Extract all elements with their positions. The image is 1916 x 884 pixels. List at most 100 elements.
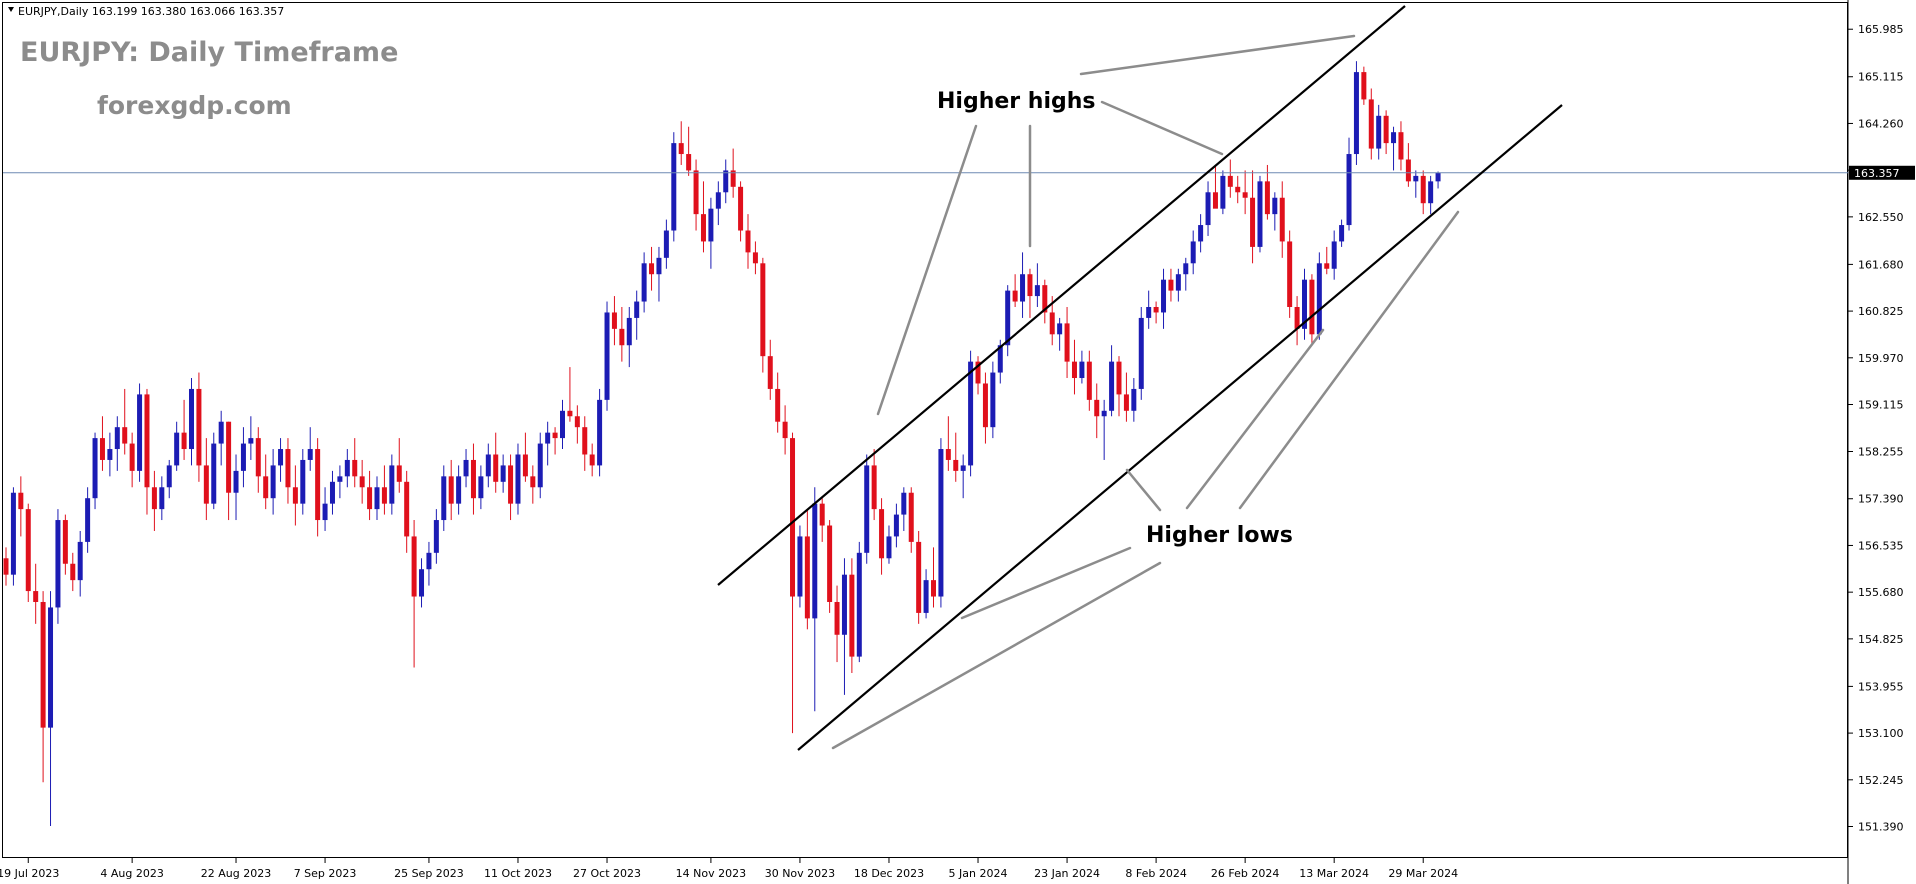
annotation-pointers	[831, 34, 1460, 750]
candle	[567, 367, 573, 422]
candle-body	[864, 465, 870, 553]
candle	[634, 290, 640, 340]
price-tick-label: 154.825	[1858, 633, 1904, 646]
candle-body	[1153, 306, 1159, 313]
candle	[367, 470, 373, 521]
price-tick-label: 159.970	[1858, 352, 1904, 365]
candle	[1391, 126, 1397, 171]
candle	[686, 126, 692, 176]
candle	[1109, 345, 1115, 417]
candle	[841, 558, 847, 695]
candle-body	[137, 394, 143, 471]
candle	[144, 388, 150, 515]
candle	[374, 476, 380, 521]
candle-body	[352, 459, 358, 477]
candle-body	[337, 476, 343, 482]
time-tick-label: 7 Sep 2023	[294, 867, 357, 880]
candle	[1161, 268, 1167, 329]
candle	[233, 454, 239, 521]
candle-body	[255, 438, 261, 477]
candle-body	[226, 421, 232, 493]
candle-body	[901, 492, 907, 515]
candle	[975, 356, 981, 395]
candle-body	[426, 552, 432, 570]
annotation-higher-highs: Higher highs	[937, 89, 1096, 114]
current-price-tag	[1849, 165, 1915, 180]
candle-body	[923, 580, 929, 613]
symbol-menu-triangle-icon[interactable]	[8, 7, 14, 12]
candle-body	[1131, 388, 1137, 411]
candle	[278, 438, 284, 482]
candle-body	[1012, 290, 1018, 302]
candle-body	[508, 465, 514, 504]
candle	[226, 421, 232, 521]
candle-body	[567, 410, 573, 417]
candle	[1398, 121, 1404, 171]
candle	[456, 465, 462, 515]
candle-body	[1413, 175, 1419, 182]
candle-body	[1198, 225, 1204, 242]
candle-body	[389, 465, 395, 504]
candle-body	[1272, 197, 1278, 215]
candle-body	[203, 465, 209, 504]
candle	[151, 470, 157, 531]
candle-body	[166, 465, 172, 488]
symbol-header: EURJPY,Daily 163.199 163.380 163.066 163…	[18, 5, 284, 18]
candle	[1123, 372, 1129, 422]
candle-body	[1435, 172, 1441, 182]
candle-body	[448, 476, 454, 504]
candle	[248, 416, 254, 460]
candle-body	[500, 465, 506, 482]
candle	[656, 246, 662, 302]
candle-body	[968, 361, 974, 466]
candle	[1079, 350, 1085, 384]
candle	[1302, 268, 1307, 340]
candle	[344, 449, 350, 488]
candle	[1435, 171, 1441, 189]
candle-body	[189, 388, 194, 450]
candle	[1324, 246, 1330, 275]
candle	[515, 443, 521, 515]
candle	[426, 541, 432, 586]
candle-body	[634, 301, 640, 318]
candle-body	[574, 416, 580, 428]
candle-body	[463, 459, 469, 477]
candle-body	[1220, 175, 1226, 209]
candle	[1294, 296, 1300, 346]
pointer-higher-lows-5	[831, 561, 1162, 750]
candle-body	[945, 449, 951, 460]
pointer-higher-highs-4	[876, 124, 978, 416]
time-tick-label: 5 Jan 2024	[949, 867, 1008, 880]
candle-body	[975, 361, 981, 384]
candle-body	[723, 170, 729, 193]
candle	[1287, 230, 1293, 318]
candle	[359, 459, 365, 504]
candle	[1257, 175, 1263, 253]
candle	[33, 563, 39, 624]
candle-body	[1109, 361, 1115, 411]
candle-body	[159, 487, 165, 510]
candle-body	[1071, 361, 1077, 379]
candle-body	[700, 214, 706, 242]
candle-body	[441, 476, 447, 521]
candle-body	[886, 536, 892, 559]
candle	[1175, 268, 1181, 302]
candle-body	[537, 443, 543, 488]
candle	[122, 388, 128, 455]
candle-body	[834, 601, 840, 635]
candle-body	[1057, 323, 1063, 335]
candle-body	[649, 263, 655, 275]
candle	[40, 591, 46, 783]
candle-body	[1302, 279, 1307, 329]
candle-body	[367, 487, 373, 510]
price-tick-label: 155.680	[1858, 586, 1904, 599]
candle	[1220, 170, 1226, 215]
candle-body	[300, 459, 306, 504]
candle-body	[396, 465, 402, 482]
candle	[827, 520, 833, 613]
candle-body	[485, 454, 491, 477]
candle-body	[433, 520, 439, 553]
time-tick-label: 26 Feb 2024	[1211, 867, 1279, 880]
candle	[560, 399, 565, 450]
